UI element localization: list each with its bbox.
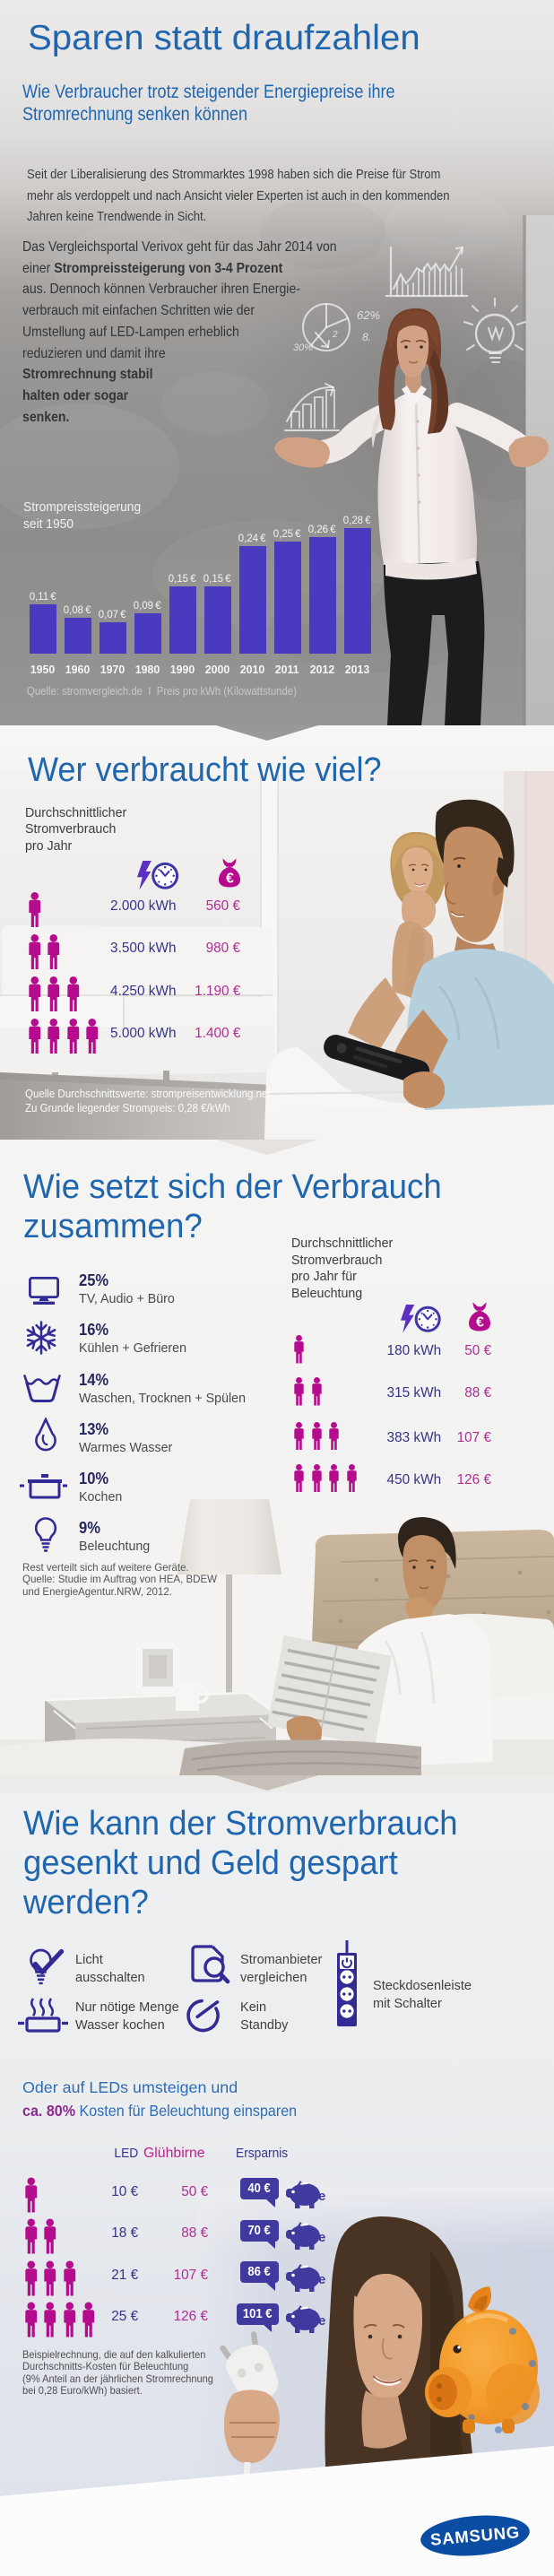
svg-text:8.: 8. <box>362 331 371 343</box>
svg-text:e: e <box>318 2230 325 2245</box>
svg-text:€: € <box>226 872 234 887</box>
svg-text:€: € <box>476 1315 484 1331</box>
svg-text:2: 2 <box>332 330 338 340</box>
svg-text:e: e <box>318 2272 325 2287</box>
svg-text:30%: 30% <box>293 343 313 353</box>
svg-text:e: e <box>318 2313 325 2329</box>
svg-text:62%: 62% <box>357 308 380 322</box>
svg-text:e: e <box>318 2189 325 2204</box>
